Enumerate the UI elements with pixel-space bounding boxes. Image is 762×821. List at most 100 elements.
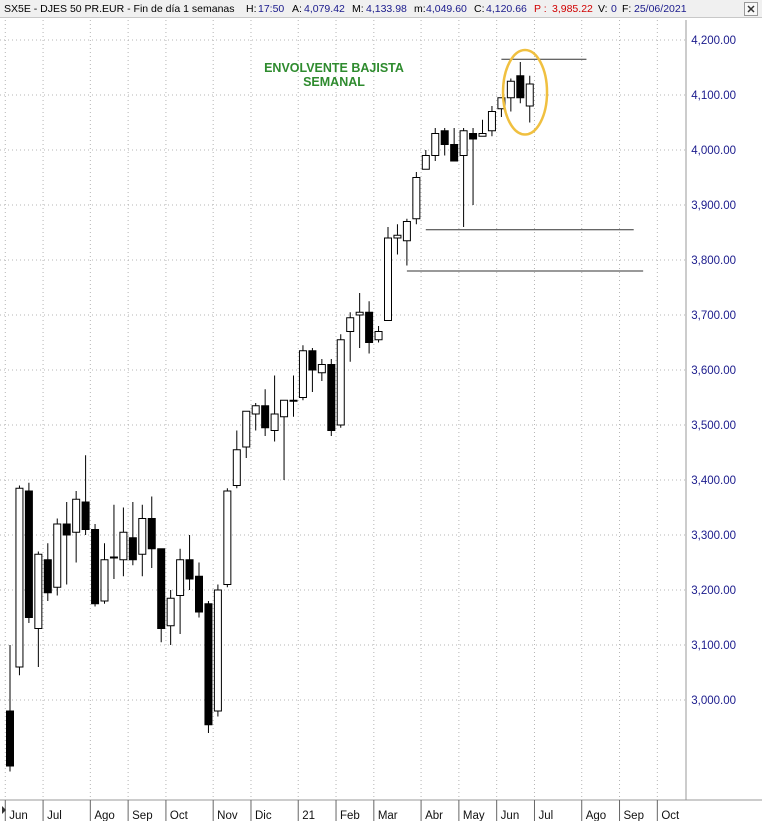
x-tick-label: Mar <box>378 810 398 821</box>
candle <box>24 482 33 623</box>
reference-lines <box>406 58 644 272</box>
candle-body <box>487 111 496 132</box>
c-value: 4,120.66 <box>486 3 527 15</box>
candle-body <box>308 350 317 371</box>
candle <box>459 128 468 227</box>
candle <box>384 227 392 321</box>
candle-body <box>62 523 71 536</box>
symbol-description: SX5E - DJES 50 PR.EUR - Fin de día 1 sem… <box>4 3 235 15</box>
candle <box>72 491 81 563</box>
candle <box>298 345 307 401</box>
y-tick-label: 3,100.00 <box>691 640 736 652</box>
candle <box>261 389 270 436</box>
y-axis: 3,000.00 3,100.00 3,200.00 3,300.00 3,400.00… <box>691 35 736 707</box>
candle-body <box>289 399 298 402</box>
candle <box>327 359 336 436</box>
candle <box>232 430 241 489</box>
candle-body <box>393 234 402 239</box>
candle <box>346 312 355 362</box>
highlight-ellipse <box>501 48 549 136</box>
candle <box>223 488 232 588</box>
candle-body <box>365 311 374 343</box>
close-icon[interactable] <box>744 2 758 16</box>
candle-body <box>450 144 459 162</box>
y-tick-label: 3,600.00 <box>691 365 736 377</box>
x-tick-label: Feb <box>340 810 360 821</box>
candle-body <box>469 133 478 140</box>
candle-body <box>242 410 251 448</box>
y-tick-label: 4,000.00 <box>691 145 736 157</box>
candle-body <box>34 553 43 629</box>
candle <box>469 128 478 205</box>
m-value: 4,133.98 <box>366 3 407 15</box>
candle <box>374 326 383 343</box>
candle-body <box>223 490 232 585</box>
candle-body <box>459 130 468 156</box>
candle <box>412 172 421 225</box>
candle-body <box>506 80 515 99</box>
x-tick-label: Dic <box>255 810 272 821</box>
p-value: 3,985.22 <box>552 3 593 15</box>
x-tick-label: Jun <box>501 810 520 821</box>
candle-body <box>440 130 449 145</box>
candle-body <box>119 531 128 561</box>
x-tick-label: Jun <box>9 810 28 821</box>
candle <box>487 106 496 137</box>
candle-body <box>355 311 364 316</box>
x-tick-label: Oct <box>170 810 189 821</box>
candle-body <box>91 529 100 605</box>
candle-body <box>232 449 241 486</box>
candle-body <box>327 364 336 431</box>
candle <box>213 584 222 717</box>
candle <box>6 645 14 772</box>
candle-body <box>147 518 156 550</box>
candle <box>355 293 364 348</box>
candle-body <box>157 548 166 629</box>
candle <box>242 410 251 458</box>
candle <box>431 128 440 161</box>
candle-body <box>402 221 411 242</box>
candle-body <box>346 317 355 332</box>
candle-body <box>53 523 62 588</box>
candle <box>450 128 459 162</box>
candle-body <box>166 597 175 627</box>
y-tick-label: 3,700.00 <box>691 310 736 322</box>
candle <box>525 75 534 123</box>
candle-body <box>336 339 345 426</box>
candle-body <box>374 331 383 341</box>
candle <box>270 375 279 442</box>
candle-body <box>298 350 307 398</box>
candle <box>109 504 118 579</box>
h-value: 17:50 <box>258 3 285 15</box>
v-label: V: <box>598 3 608 15</box>
candle <box>43 543 52 601</box>
candle <box>365 301 374 354</box>
candle <box>289 375 298 417</box>
candle <box>62 502 71 585</box>
candle-body <box>138 518 147 555</box>
x-tick-label: Nov <box>217 810 238 821</box>
m-label: M: <box>352 3 364 15</box>
y-tick-label: 3,900.00 <box>691 200 736 212</box>
candle <box>421 150 430 170</box>
a-label: A: <box>292 3 302 15</box>
chart-info-bar: SX5E - DJES 50 PR.EUR - Fin de día 1 sem… <box>0 0 762 18</box>
candle <box>91 524 100 607</box>
candle-body <box>100 559 109 602</box>
candle <box>138 504 147 577</box>
grid <box>0 20 762 801</box>
candle-body <box>6 710 14 767</box>
candle-body <box>109 556 118 559</box>
candle <box>15 485 24 676</box>
h-label: H: <box>246 3 257 15</box>
candle-body <box>431 133 440 156</box>
candle <box>147 496 156 568</box>
candle-body <box>185 559 194 580</box>
x-tick-label: Abr <box>425 810 443 821</box>
candle-body <box>24 490 33 618</box>
candle-body <box>81 501 90 530</box>
candle-body <box>516 75 525 99</box>
candle <box>478 119 487 137</box>
candle <box>308 348 317 392</box>
a-value: 4,079.42 <box>304 3 345 15</box>
